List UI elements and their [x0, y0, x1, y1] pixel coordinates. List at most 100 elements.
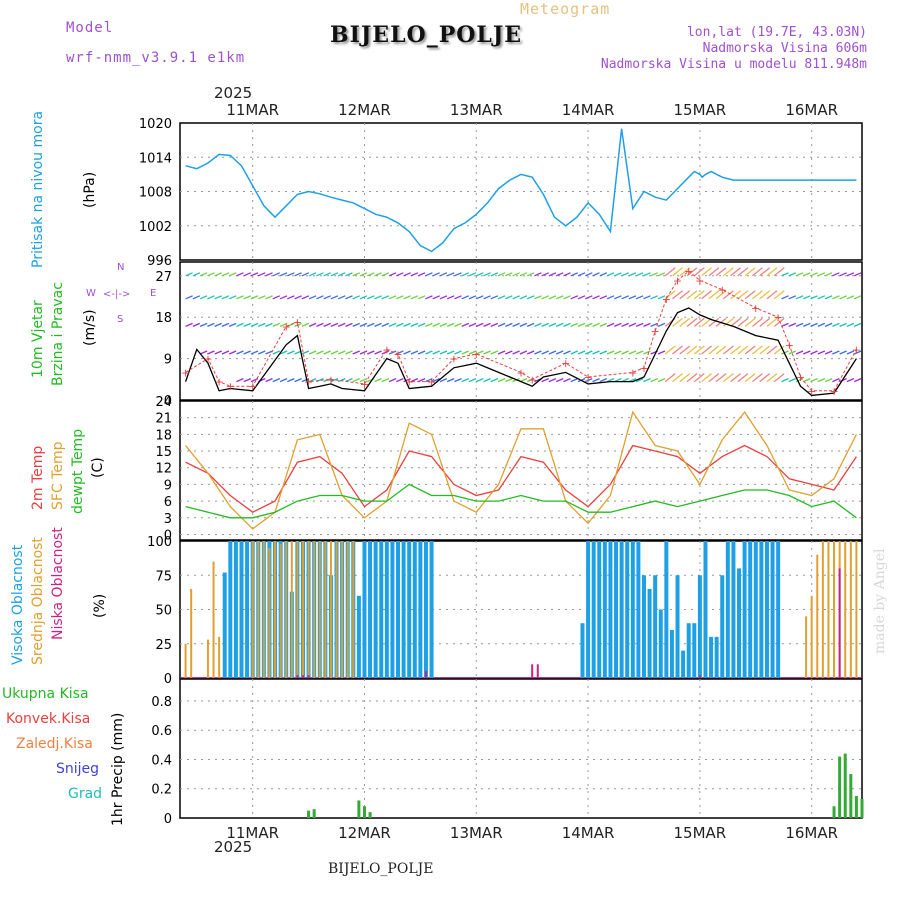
precip-bar	[849, 774, 853, 818]
wind-barb	[199, 322, 208, 327]
wind-barb	[730, 317, 742, 327]
wind-barb	[643, 350, 651, 355]
wind-barb	[519, 295, 528, 300]
cloud-bar-high	[602, 541, 607, 678]
wind-barb	[425, 295, 433, 300]
wind-barb	[693, 373, 705, 383]
cloud-bar-high	[591, 541, 596, 678]
wind-barb	[316, 272, 324, 277]
cloud-bar-high	[423, 541, 428, 678]
station-title: BIJELO_POLJE	[330, 22, 523, 48]
wind-barb	[693, 345, 705, 355]
cloud-bar-high	[625, 541, 630, 678]
wind-barb	[846, 295, 855, 300]
wind-barb	[752, 290, 763, 300]
wind-barb	[824, 350, 833, 355]
wind-barb	[795, 322, 804, 327]
y-tick-label: 1014	[139, 151, 172, 166]
cloud-bar-low	[838, 568, 841, 678]
wind-barb	[425, 322, 433, 327]
wind-barb	[657, 322, 666, 327]
wind-barb	[766, 267, 778, 277]
cloud-bar-high	[636, 541, 641, 678]
cloud-bar-mid	[335, 541, 338, 678]
wind-barb	[810, 295, 818, 300]
temp-2m-line	[185, 444, 857, 513]
panel-frame	[179, 122, 863, 261]
wind-barb	[236, 272, 244, 277]
wind-gust-point: +	[326, 373, 335, 386]
wind-barb	[396, 272, 404, 277]
wind-barb	[744, 290, 756, 300]
wind-barb	[570, 322, 579, 327]
wind-barb	[701, 373, 712, 383]
altitude-label: Nadmorska Visina 606m	[702, 41, 867, 56]
wind-barb	[773, 345, 785, 355]
wind-barb	[788, 272, 797, 277]
wind-barb	[664, 267, 676, 277]
wind-barb	[592, 350, 600, 355]
wind-barb	[345, 350, 353, 355]
wind-barb	[367, 295, 375, 300]
wind-barb	[374, 295, 382, 300]
wind-barb	[773, 317, 785, 327]
wind-barb	[643, 322, 651, 327]
cloud-bar-high	[697, 575, 702, 678]
wind-barb	[265, 295, 273, 300]
wind-barb	[272, 295, 281, 300]
wind-barb	[396, 295, 404, 300]
wind-barb	[403, 295, 411, 300]
cloud-bar-low	[424, 671, 427, 678]
wind-gust-point: +	[405, 376, 414, 389]
wind-barb	[672, 290, 683, 300]
wind-barb	[614, 295, 622, 300]
wind-barb	[374, 272, 382, 277]
wind-barb	[803, 322, 811, 327]
wind-barb	[686, 345, 698, 355]
precip-bar	[368, 812, 372, 818]
cloud-bar-high	[429, 541, 434, 678]
wind-barb	[512, 295, 520, 300]
cloud-bar-high	[396, 541, 401, 678]
precip-label-snow: Snijeg	[56, 761, 100, 777]
wind-barb	[345, 295, 353, 300]
wind-barb	[599, 272, 608, 277]
wind-barb	[207, 322, 215, 327]
wind-barb	[824, 272, 833, 277]
wind-barb	[461, 272, 470, 277]
wind-barb	[534, 322, 542, 327]
wind-barb	[563, 322, 571, 327]
wind-barb	[810, 272, 818, 277]
cloud-bar-high	[686, 623, 691, 678]
wind-barb	[846, 272, 855, 277]
wind-gust-point: +	[651, 325, 660, 338]
wind-barb	[461, 322, 470, 327]
wind-barb	[490, 272, 499, 277]
wind-barb	[308, 272, 317, 277]
wind-barb	[301, 350, 310, 355]
wind-barb	[497, 272, 506, 277]
wind-barb	[199, 272, 208, 277]
wind-barb	[279, 322, 288, 327]
wind-barb	[272, 350, 281, 355]
wind-barb	[468, 322, 477, 327]
wind-barb	[708, 373, 720, 383]
wind-barb	[853, 295, 862, 300]
cloud-bar-high	[239, 541, 244, 678]
wind-barb	[548, 272, 557, 277]
wind-barb	[635, 272, 644, 277]
wind-barb	[301, 322, 310, 327]
panel-frame	[179, 400, 863, 541]
wind-barb	[330, 378, 339, 383]
wind-barb	[454, 272, 462, 277]
wind-barb	[250, 378, 259, 383]
wind-barb	[461, 378, 470, 383]
wind-gust-point: +	[561, 357, 570, 370]
wind-barb	[744, 373, 756, 383]
wind-barb	[337, 272, 346, 277]
wind-barb	[614, 322, 622, 327]
y-tick-label: 0	[164, 528, 172, 543]
precip-label-total: Ukupna Kisa	[2, 686, 89, 702]
cloud-bar-high	[614, 541, 619, 678]
y-tick-label: 15	[155, 445, 172, 460]
